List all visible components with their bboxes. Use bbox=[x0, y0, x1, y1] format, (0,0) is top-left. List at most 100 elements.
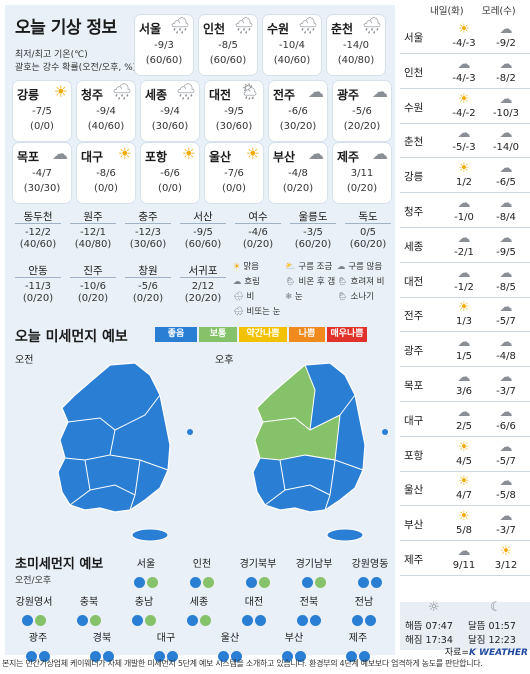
forecast-tomorrow-temp: -2/1 bbox=[454, 246, 474, 258]
legend-label: 눈 bbox=[294, 292, 303, 302]
region-name: 강원영서 bbox=[15, 597, 53, 608]
city-temp: 3/11 bbox=[350, 168, 374, 179]
forecast-city: 광주 bbox=[404, 345, 424, 358]
ultrafine-region: 울산 bbox=[199, 629, 261, 662]
forecast-tomorrow-temp: -4/-3 bbox=[452, 72, 476, 84]
forecast-city: 포항 bbox=[404, 449, 424, 462]
map-label-afternoon: 오후 bbox=[215, 355, 234, 366]
city-name: 광주 bbox=[337, 88, 360, 102]
region-dots bbox=[282, 611, 336, 626]
legend-icon: 🌦 bbox=[337, 292, 351, 302]
divider bbox=[180, 277, 226, 278]
cloud-icon: ☁ bbox=[308, 144, 324, 163]
small-city-temp: -12/1 bbox=[79, 227, 107, 238]
city-card: 부산 ☁ -4/8 (0/20) bbox=[269, 143, 327, 203]
forecast-dayafter-temp: -8/2 bbox=[496, 72, 516, 84]
forecast-row: 울산 ☀ ☁ 4/7 -5/8 bbox=[400, 472, 530, 507]
divider bbox=[15, 223, 61, 224]
city-card: 세종 🌧 -9/4 (30/60) bbox=[141, 81, 199, 141]
city-name: 서울 bbox=[139, 22, 162, 36]
legend-label: 구름 많음 bbox=[348, 262, 383, 272]
city-card: 수원 🌧 -10/4 (40/60) bbox=[263, 15, 321, 75]
forecast-row: 부산 ☀ ☁ 5/8 -3/7 bbox=[400, 507, 530, 542]
city-rain-chance: (30/60) bbox=[215, 121, 253, 132]
small-city-temp: -11/3 bbox=[24, 281, 52, 292]
city-rain-chance: (0/20) bbox=[346, 183, 378, 194]
forecast-dayafter-temp: -10/3 bbox=[492, 107, 520, 119]
legend-item: ⛅ 구름 조금 bbox=[285, 260, 332, 272]
legend-item: 🌧 비 bbox=[233, 290, 254, 302]
city-rain-chance: (0/0) bbox=[222, 183, 246, 194]
city-name: 강릉 bbox=[17, 88, 40, 102]
afternoon-dot bbox=[200, 615, 211, 626]
small-city-rain: (20/20) bbox=[184, 293, 222, 304]
legend-icon: 🌦 bbox=[285, 277, 299, 287]
morning-dot bbox=[297, 615, 308, 626]
region-name: 경기북부 bbox=[239, 559, 277, 570]
afternoon-dot bbox=[365, 615, 376, 626]
region-name: 충북 bbox=[79, 597, 99, 608]
dust-level-2: 약간나쁨 bbox=[239, 327, 287, 342]
city-temp: -4/7 bbox=[32, 168, 52, 179]
forecast-dayafter-temp: -9/5 bbox=[496, 246, 516, 258]
ultrafine-region: 전북 bbox=[282, 593, 336, 626]
afternoon-dot bbox=[90, 615, 101, 626]
forecast-row: 인천 ☁ ☁ -4/-3 -8/2 bbox=[400, 55, 530, 89]
afternoon-dot bbox=[371, 577, 382, 588]
small-city-name: 여수 bbox=[248, 211, 268, 223]
city-rain-chance: (0/20) bbox=[282, 183, 314, 194]
city-name: 춘천 bbox=[331, 22, 354, 36]
forecast-col-day-after: 모레(수) bbox=[482, 6, 516, 17]
cloud-icon: ☁ bbox=[499, 404, 513, 420]
forecast-panel: 내일(화) 모레(수) 서울 ☀ ☁ -4/-3 -9/2 인천 ☁ ☁ -4/-3 -8/2 수원… bbox=[400, 0, 530, 658]
region-name: 경기남부 bbox=[295, 559, 333, 570]
forecast-row: 강릉 ☀ ☁ 1/2 -6/5 bbox=[400, 159, 530, 194]
forecast-dayafter-temp: -6/5 bbox=[496, 177, 516, 189]
city-temp: -5/6 bbox=[352, 106, 372, 117]
forecast-city: 춘천 bbox=[404, 136, 424, 149]
morning-dot bbox=[352, 615, 363, 626]
dust-title: 오늘 미세먼지 예보 bbox=[15, 329, 128, 345]
city-temp: -9/3 bbox=[154, 40, 174, 51]
forecast-city: 목포 bbox=[404, 380, 424, 392]
city-temp: -8/5 bbox=[218, 40, 238, 51]
forecast-col-tomorrow: 내일(화) bbox=[430, 6, 464, 17]
small-city-temp: -12/3 bbox=[134, 227, 162, 238]
city-name: 인천 bbox=[203, 22, 226, 36]
afternoon-dot bbox=[145, 615, 156, 626]
region-dots bbox=[339, 573, 401, 588]
legend-item: 🌦 흐려져 비 bbox=[337, 275, 384, 287]
city-rain-chance: (20/20) bbox=[343, 121, 381, 132]
forecast-tomorrow-temp: 1/2 bbox=[455, 177, 473, 189]
forecast-city: 전주 bbox=[404, 310, 424, 323]
sun-icon: ☀ bbox=[458, 300, 470, 316]
cloud-icon: ☁ bbox=[457, 544, 471, 559]
moon-icon: ☾ bbox=[490, 600, 502, 615]
sun-icon: ☀ bbox=[245, 144, 260, 163]
forecast-row: 수원 ☀ ☁ -4/-2 -10/3 bbox=[400, 90, 530, 124]
city-card: 청주 🌧 -9/4 (40/60) bbox=[77, 81, 135, 141]
small-city: 독도 0/5 (60/20) bbox=[339, 207, 397, 255]
forecast-dayafter-temp: -5/8 bbox=[496, 490, 516, 502]
afternoon-dot bbox=[295, 651, 306, 662]
dust-map-afternoon bbox=[252, 362, 388, 542]
forecast-dayafter-temp: -9/2 bbox=[496, 38, 516, 49]
city-temp: -10/4 bbox=[278, 40, 306, 51]
temp-legend-note: 최저/최고 기온(℃) bbox=[15, 50, 88, 60]
forecast-row: 목포 ☁ ☁ 3/6 -3/7 bbox=[400, 368, 530, 402]
small-city: 동두천 -12/2 (40/60) bbox=[9, 207, 67, 255]
kweather-logo: K WEATHER bbox=[468, 648, 528, 658]
divider bbox=[125, 277, 171, 278]
divider bbox=[125, 223, 171, 224]
forecast-dayafter-temp: -14/0 bbox=[492, 142, 520, 154]
region-dots bbox=[115, 573, 177, 588]
forecast-tomorrow-temp: -5/-3 bbox=[452, 142, 476, 154]
city-card: 포항 ☀ -6/6 (0/0) bbox=[141, 143, 199, 203]
city-temp: -7/5 bbox=[32, 106, 52, 117]
city-temp: -8/6 bbox=[96, 168, 116, 179]
legend-label: 비또는 눈 bbox=[246, 307, 281, 317]
rain-legend-note: 괄호는 강수 확률(오전/오후, %) bbox=[15, 63, 137, 73]
divider bbox=[235, 223, 281, 224]
city-card: 제주 ☁ 3/11 (0/20) bbox=[333, 143, 391, 203]
city-name: 수원 bbox=[267, 22, 290, 36]
